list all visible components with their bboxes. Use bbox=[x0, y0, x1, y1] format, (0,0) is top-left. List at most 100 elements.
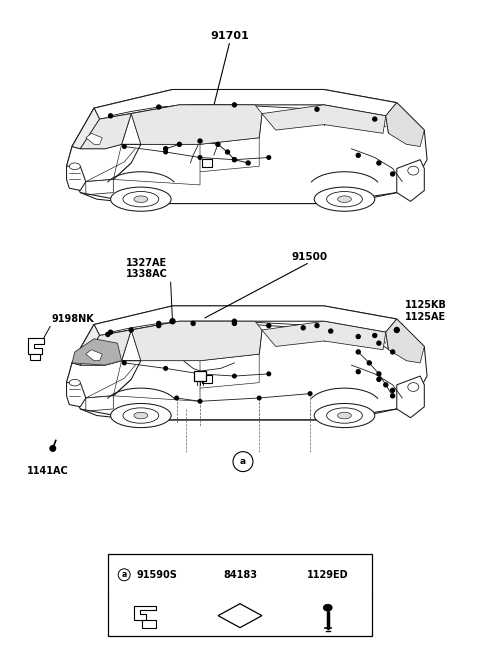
Polygon shape bbox=[131, 321, 262, 361]
Polygon shape bbox=[86, 350, 102, 361]
Circle shape bbox=[391, 172, 395, 176]
Circle shape bbox=[129, 328, 133, 332]
Circle shape bbox=[164, 150, 168, 154]
Circle shape bbox=[356, 153, 360, 157]
Text: 1129ED: 1129ED bbox=[307, 570, 348, 580]
Circle shape bbox=[394, 328, 399, 333]
Circle shape bbox=[191, 322, 195, 326]
Polygon shape bbox=[386, 319, 424, 363]
Polygon shape bbox=[202, 375, 212, 383]
Polygon shape bbox=[86, 134, 102, 144]
Circle shape bbox=[267, 324, 271, 328]
Circle shape bbox=[164, 147, 168, 151]
Circle shape bbox=[315, 107, 319, 111]
Text: 91500: 91500 bbox=[292, 252, 328, 262]
Circle shape bbox=[267, 372, 271, 376]
Circle shape bbox=[122, 361, 126, 365]
Polygon shape bbox=[142, 620, 156, 627]
Polygon shape bbox=[262, 105, 386, 134]
Polygon shape bbox=[134, 606, 156, 620]
Ellipse shape bbox=[408, 166, 419, 175]
Circle shape bbox=[391, 394, 395, 398]
Circle shape bbox=[157, 105, 161, 109]
Polygon shape bbox=[194, 371, 206, 381]
Circle shape bbox=[106, 332, 110, 337]
Text: 9198NK: 9198NK bbox=[51, 314, 94, 324]
Circle shape bbox=[232, 103, 237, 107]
Circle shape bbox=[108, 114, 113, 118]
Ellipse shape bbox=[314, 187, 375, 211]
Circle shape bbox=[157, 324, 161, 328]
Polygon shape bbox=[80, 330, 131, 365]
Circle shape bbox=[108, 330, 113, 334]
Circle shape bbox=[367, 361, 371, 365]
Circle shape bbox=[232, 322, 237, 326]
Circle shape bbox=[315, 324, 319, 328]
Ellipse shape bbox=[337, 196, 351, 202]
Text: 91590S: 91590S bbox=[136, 570, 177, 580]
Polygon shape bbox=[67, 166, 86, 191]
Circle shape bbox=[267, 156, 271, 159]
Circle shape bbox=[377, 341, 381, 345]
Circle shape bbox=[391, 388, 395, 392]
Polygon shape bbox=[67, 361, 141, 398]
Text: a: a bbox=[121, 571, 127, 579]
Ellipse shape bbox=[134, 196, 148, 202]
Polygon shape bbox=[94, 90, 397, 119]
Circle shape bbox=[377, 377, 381, 381]
Polygon shape bbox=[397, 160, 424, 201]
Text: 1125KB
1125AE: 1125KB 1125AE bbox=[405, 301, 446, 322]
Circle shape bbox=[157, 322, 161, 326]
Polygon shape bbox=[386, 103, 424, 147]
Ellipse shape bbox=[110, 403, 171, 428]
Circle shape bbox=[246, 161, 250, 165]
Polygon shape bbox=[262, 321, 386, 350]
Polygon shape bbox=[67, 383, 86, 407]
Circle shape bbox=[257, 396, 261, 400]
Polygon shape bbox=[86, 179, 113, 195]
Circle shape bbox=[198, 400, 202, 403]
Circle shape bbox=[233, 158, 236, 162]
Circle shape bbox=[175, 396, 179, 400]
Circle shape bbox=[233, 452, 253, 472]
Text: 1141AC: 1141AC bbox=[27, 466, 69, 476]
Circle shape bbox=[356, 335, 360, 339]
Ellipse shape bbox=[323, 604, 332, 611]
Polygon shape bbox=[72, 339, 121, 365]
Text: 1327AE
1338AC: 1327AE 1338AC bbox=[126, 257, 168, 279]
Polygon shape bbox=[72, 324, 99, 365]
Circle shape bbox=[301, 326, 305, 330]
Ellipse shape bbox=[69, 163, 80, 170]
Circle shape bbox=[377, 161, 381, 165]
Circle shape bbox=[232, 158, 237, 162]
Circle shape bbox=[118, 569, 130, 581]
Circle shape bbox=[216, 142, 220, 146]
Circle shape bbox=[170, 319, 175, 324]
Polygon shape bbox=[67, 144, 141, 181]
Ellipse shape bbox=[123, 408, 159, 423]
Polygon shape bbox=[72, 108, 99, 149]
Circle shape bbox=[178, 142, 181, 146]
Polygon shape bbox=[94, 306, 397, 335]
Circle shape bbox=[50, 445, 56, 451]
Polygon shape bbox=[28, 338, 44, 354]
Circle shape bbox=[356, 350, 360, 354]
Ellipse shape bbox=[134, 412, 148, 419]
Text: 84183: 84183 bbox=[223, 570, 257, 580]
Circle shape bbox=[329, 329, 333, 333]
Polygon shape bbox=[218, 604, 262, 627]
Text: 91701: 91701 bbox=[211, 31, 250, 41]
Ellipse shape bbox=[69, 379, 80, 386]
Circle shape bbox=[226, 150, 229, 154]
Ellipse shape bbox=[314, 403, 375, 428]
Polygon shape bbox=[30, 354, 39, 360]
Ellipse shape bbox=[110, 187, 171, 211]
Circle shape bbox=[377, 372, 381, 376]
Ellipse shape bbox=[337, 412, 351, 419]
Polygon shape bbox=[131, 105, 262, 144]
Polygon shape bbox=[80, 113, 131, 149]
Ellipse shape bbox=[123, 191, 159, 207]
Circle shape bbox=[122, 145, 126, 148]
Circle shape bbox=[356, 369, 360, 373]
Text: a: a bbox=[240, 457, 246, 466]
